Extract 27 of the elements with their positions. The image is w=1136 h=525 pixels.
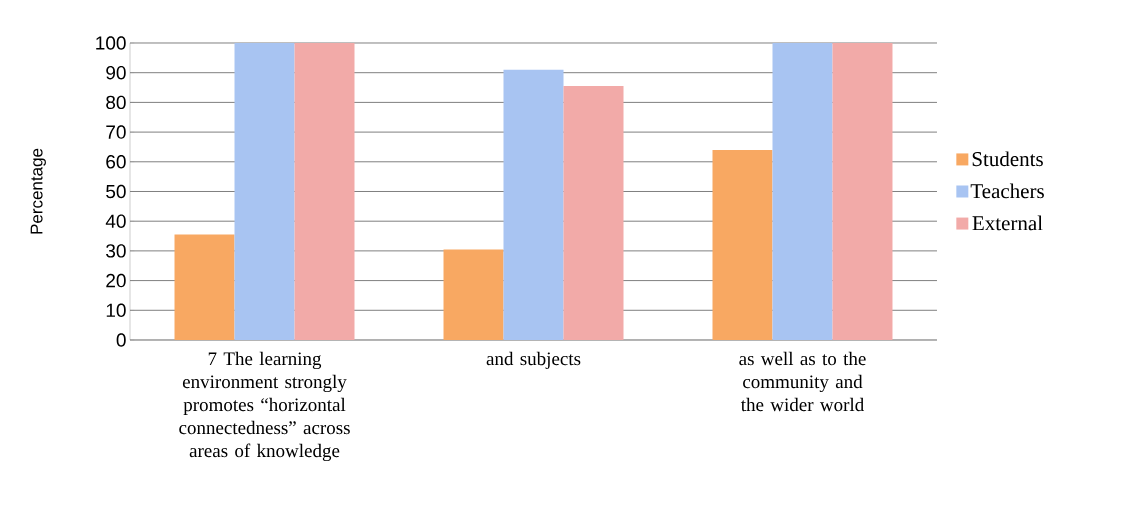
y-tick-label: 70 (106, 125, 126, 139)
y-tick-label: 80 (106, 95, 126, 110)
y-tick-label: 60 (106, 155, 126, 169)
bar (772, 43, 833, 340)
x-tick-label: as well as to the community and the wider world (739, 351, 866, 412)
y-tick-label: 0 (116, 333, 126, 347)
legend-label: Students (972, 151, 1043, 167)
y-tick-label: 40 (105, 214, 126, 228)
y-axis-title: Percentage (30, 148, 46, 234)
bar (294, 43, 355, 340)
y-tick-label: 10 (106, 303, 126, 318)
bar (832, 43, 893, 340)
bar (443, 249, 504, 340)
legend-label: External (972, 215, 1043, 231)
bar (563, 86, 624, 340)
y-tick-label: 90 (106, 65, 126, 80)
y-tick-label: 100 (96, 36, 126, 50)
bar (503, 69, 564, 340)
bar (712, 149, 773, 340)
y-tick-label: 30 (106, 244, 126, 258)
legend-label: Teachers (970, 183, 1044, 199)
x-tick-label: and subjects (486, 351, 581, 370)
y-tick-label: 20 (106, 273, 126, 288)
x-tick-label: 7 The learning environment strongly promotes “horizontal connectedness” across areas of knowledge (179, 351, 350, 462)
bar (234, 43, 295, 340)
bar (174, 234, 235, 340)
y-tick-label: 50 (106, 184, 126, 199)
